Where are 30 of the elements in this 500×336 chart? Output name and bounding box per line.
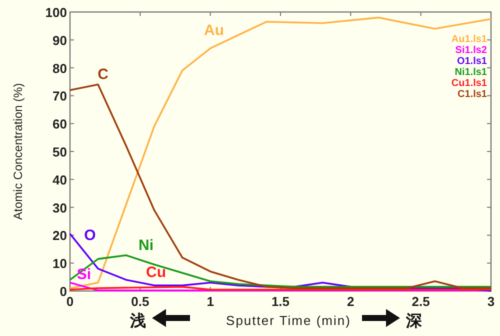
legend: Au1.ls1 Si1.ls2 O1.ls1 Ni1.ls1 Cu1.ls1 C1.ls1 — [451, 34, 487, 100]
annotation: C — [98, 66, 109, 83]
y-tick-label: 10 — [52, 256, 67, 272]
x-tick-label: 1 — [206, 294, 214, 309]
text: 深 — [405, 312, 423, 330]
x-tick-label: 2 — [347, 294, 354, 309]
annotation: Si — [76, 266, 92, 283]
y-tick-label: 90 — [52, 32, 67, 48]
annotation: O — [84, 227, 96, 244]
line-series — [69, 254, 492, 288]
x-axis-title: Sputter Time (min) — [226, 313, 351, 328]
y-tick-label: 40 — [52, 172, 67, 188]
y-tick-label: 60 — [52, 116, 67, 132]
annotation: Cu — [146, 264, 166, 281]
annotation: Ni — [138, 237, 154, 254]
y-tick-label: 100 — [45, 5, 67, 20]
y-tick-label: 0 — [60, 284, 67, 299]
x-tick-label: 1.5 — [271, 294, 290, 309]
y-tick-label: 70 — [52, 88, 67, 104]
x-tick-label: 0.5 — [131, 294, 150, 309]
text: 浅 — [129, 312, 146, 330]
annotation: Au — [204, 22, 224, 39]
y-tick-label: 30 — [52, 200, 67, 216]
y-axis-title: Atomic Concentration (%) — [11, 83, 25, 220]
x-tick-label: 2.5 — [412, 294, 430, 309]
y-tick-label: 20 — [52, 228, 67, 244]
y-tick-label: 80 — [52, 60, 67, 76]
line-series — [69, 16, 492, 290]
x-tick-label: 3 — [487, 294, 495, 309]
y-tick-label: 50 — [52, 144, 67, 160]
